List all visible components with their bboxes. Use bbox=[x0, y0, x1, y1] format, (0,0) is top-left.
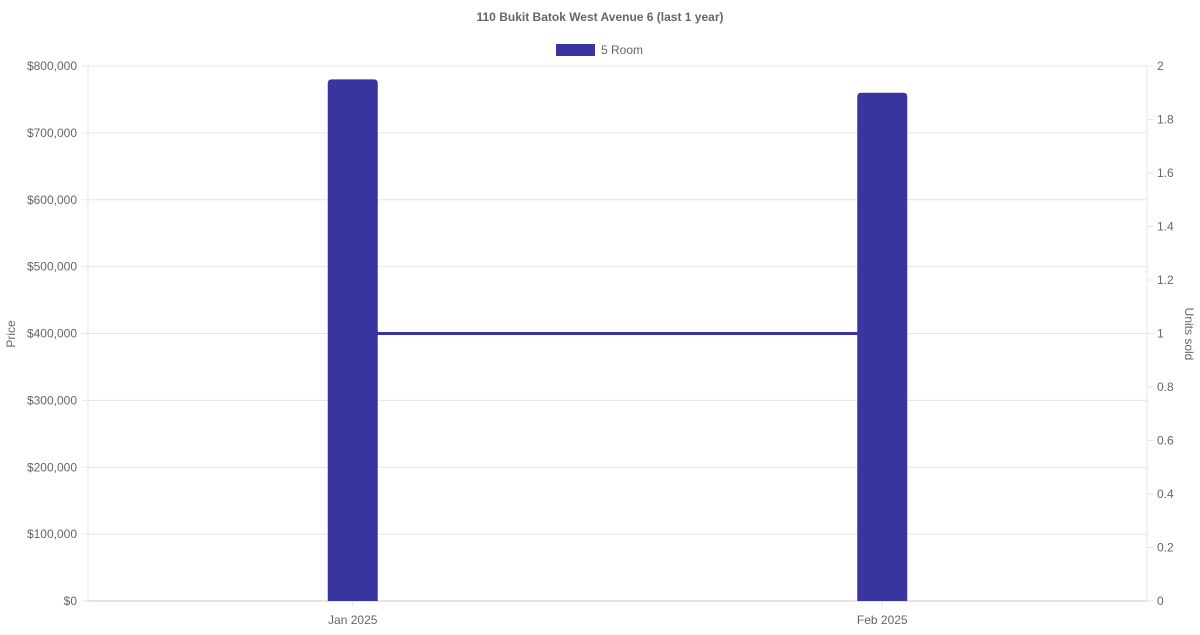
y-tick-label: $200,000 bbox=[27, 460, 77, 474]
y-tick-label: $700,000 bbox=[27, 126, 77, 140]
y-axis-label: Price bbox=[4, 320, 18, 348]
y2-tick-label: 0.2 bbox=[1157, 541, 1174, 555]
y-tick-label: $600,000 bbox=[27, 193, 77, 207]
y2-tick-label: 1 bbox=[1157, 327, 1164, 341]
chart-title: 110 Bukit Batok West Avenue 6 (last 1 ye… bbox=[477, 10, 724, 24]
legend-swatch bbox=[556, 44, 595, 56]
x-tick-label: Feb 2025 bbox=[857, 613, 908, 627]
y-tick-label: $500,000 bbox=[27, 260, 77, 274]
y2-tick-label: 1.8 bbox=[1157, 113, 1174, 127]
y-tick-label: $400,000 bbox=[27, 327, 77, 341]
y2-tick-label: 0.4 bbox=[1157, 487, 1174, 501]
x-tick-label: Jan 2025 bbox=[328, 613, 378, 627]
y2-tick-label: 1.6 bbox=[1157, 166, 1174, 180]
y-tick-label: $100,000 bbox=[27, 527, 77, 541]
y-tick-label: $300,000 bbox=[27, 393, 77, 407]
y2-tick-label: 0.6 bbox=[1157, 434, 1174, 448]
y2-tick-label: 1.2 bbox=[1157, 273, 1174, 287]
y-tick-label: $0 bbox=[64, 594, 78, 608]
bar-feb-2025 bbox=[857, 92, 908, 601]
y2-tick-label: 0 bbox=[1157, 594, 1164, 608]
bar-jan-2025 bbox=[327, 79, 378, 601]
y2-tick-label: 0.8 bbox=[1157, 380, 1174, 394]
legend[interactable]: 5 Room bbox=[556, 43, 643, 57]
y2-tick-label: 2 bbox=[1157, 59, 1164, 73]
legend-label: 5 Room bbox=[601, 43, 643, 57]
y2-axis-label: Units sold bbox=[1182, 308, 1196, 361]
y2-tick-label: 1.4 bbox=[1157, 220, 1174, 234]
y-tick-label: $800,000 bbox=[27, 59, 77, 73]
